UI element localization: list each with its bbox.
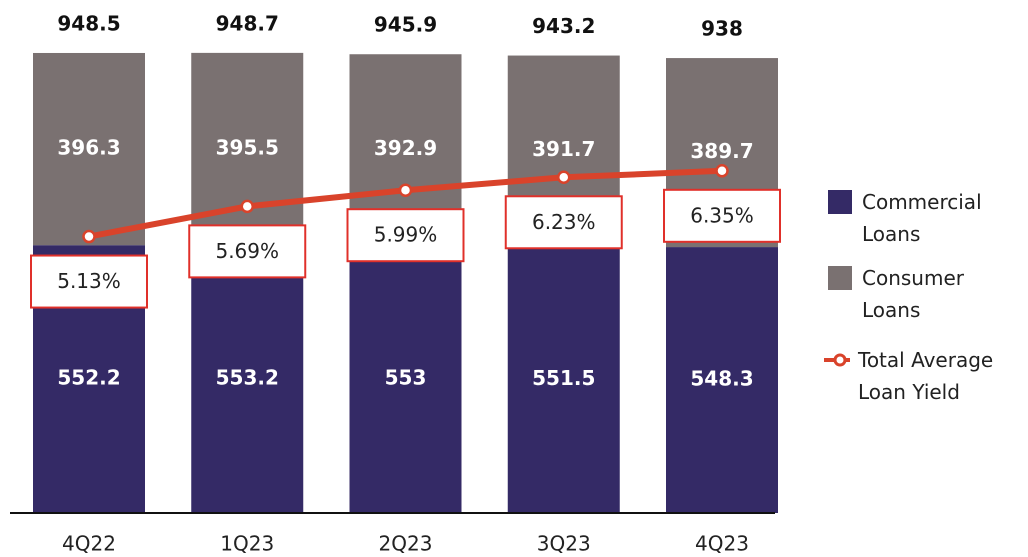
value-box bbox=[504, 195, 623, 250]
total-label: 938 bbox=[701, 17, 743, 41]
value-box bbox=[663, 188, 781, 243]
data-label: 389.7 bbox=[690, 139, 753, 163]
data-label: 391.7 bbox=[532, 137, 595, 161]
line-point bbox=[557, 170, 571, 185]
line-value-label: 6.23% bbox=[532, 210, 596, 234]
data-label: 552.2 bbox=[57, 366, 120, 390]
value-box bbox=[30, 254, 148, 309]
line-value-label: 5.69% bbox=[215, 239, 279, 263]
data-label: 396.3 bbox=[57, 136, 120, 160]
line-value-label: 5.99% bbox=[374, 223, 438, 247]
legend-label: Total Average Loan Yield bbox=[858, 348, 994, 404]
data-label: 395.5 bbox=[216, 135, 279, 159]
value-box bbox=[188, 224, 307, 279]
legend-item: Consumer Loans bbox=[828, 262, 1012, 326]
total-label: 945.9 bbox=[374, 13, 437, 37]
x-tick-label: 4Q22 bbox=[62, 532, 116, 556]
legend-swatch bbox=[828, 266, 852, 290]
bar-segment bbox=[191, 244, 304, 513]
total-label: 948.7 bbox=[216, 11, 279, 35]
x-tick-label: 3Q23 bbox=[537, 532, 591, 556]
bar-segment bbox=[33, 52, 145, 246]
legend-swatch bbox=[828, 190, 852, 214]
legend-item: Total Average Loan Yield bbox=[822, 344, 1008, 408]
line-point bbox=[398, 183, 413, 197]
bar-segment bbox=[349, 244, 462, 514]
data-label: 548.3 bbox=[690, 367, 753, 391]
legend-label: Consumer Loans bbox=[862, 266, 964, 322]
legend-item: Commercial Loans bbox=[828, 186, 1012, 250]
line-value-label: 6.35% bbox=[690, 203, 754, 227]
line-point bbox=[82, 229, 96, 244]
x-tick-label: 4Q23 bbox=[695, 532, 749, 556]
legend-label: Commercial Loans bbox=[862, 190, 982, 246]
line-point bbox=[715, 164, 729, 178]
bar-segment bbox=[666, 247, 778, 513]
data-label: 392.9 bbox=[374, 136, 437, 160]
legend-swatch bbox=[824, 353, 850, 367]
value-box bbox=[346, 208, 465, 263]
line-value-label: 5.13% bbox=[57, 269, 121, 293]
total-label: 948.5 bbox=[57, 11, 120, 35]
bar-segment bbox=[507, 245, 620, 513]
data-label: 553.2 bbox=[216, 365, 279, 389]
data-label: 551.5 bbox=[532, 366, 595, 390]
x-tick-label: 1Q23 bbox=[220, 532, 274, 556]
x-tick-label: 2Q23 bbox=[379, 532, 433, 556]
data-label: 553 bbox=[385, 365, 427, 389]
total-label: 943.2 bbox=[532, 14, 595, 38]
line-point bbox=[240, 199, 254, 214]
